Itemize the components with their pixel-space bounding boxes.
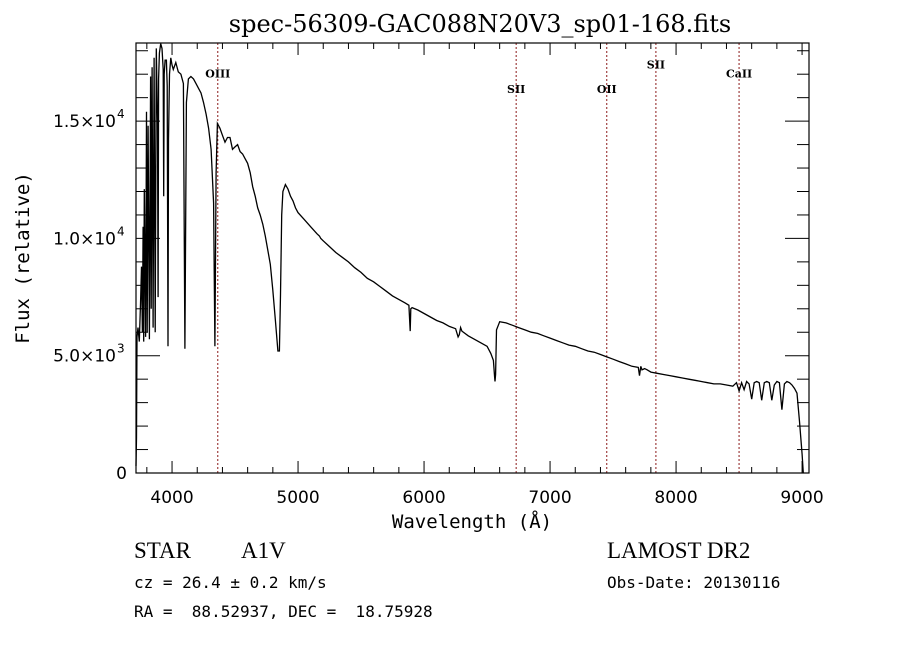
y-tick-label: 0: [116, 464, 127, 484]
y-tick-exponent: 3: [117, 342, 125, 356]
coordinates-readout: RA = 88.52937, DEC = 18.75928: [134, 602, 433, 621]
y-axis: 05.0×10 31.0×10 41.5×10 4: [53, 50, 809, 484]
line-marker-label: SII: [647, 58, 665, 71]
line-marker-label: OII: [597, 83, 617, 96]
x-tick-label: 5000: [276, 488, 319, 508]
y-tick-exponent: 4: [117, 107, 125, 121]
x-tick-label: 4000: [150, 488, 193, 508]
y-tick-exponent: 4: [117, 224, 125, 238]
observation-date: Obs-Date: 20130116: [607, 573, 781, 592]
y-tick-label: 1.0×10: [53, 229, 116, 249]
y-tick-label: 1.5×10: [53, 112, 116, 132]
series-line-spectrum: [135, 43, 804, 474]
plot-frame: [135, 42, 810, 474]
chart-title: spec-56309-GAC088N20V3_sp01-168.fits: [229, 10, 731, 38]
y-axis-label: Flux (relative): [12, 172, 34, 344]
y-tick-label: 5.0×10: [53, 347, 116, 367]
line-marker-label: SII: [507, 83, 525, 96]
x-tick-label: 8000: [654, 488, 697, 508]
survey-name: LAMOST DR2: [607, 538, 751, 563]
x-tick-label: 9000: [780, 488, 823, 508]
x-axis: 4000 5000 6000 7000 8000 9000: [146, 43, 824, 508]
object-class: STAR: [134, 538, 191, 563]
x-axis-label: Wavelength (Å): [392, 510, 552, 533]
line-marker-label: OIII: [205, 68, 230, 81]
x-tick-label: 6000: [402, 488, 445, 508]
x-tick-label: 7000: [528, 488, 571, 508]
emission-line-markers: OIII SII OII SII CaII: [205, 43, 752, 473]
spectral-subclass: A1V: [241, 538, 286, 563]
line-marker-label: CaII: [726, 68, 752, 81]
series-layer: [135, 43, 804, 474]
redshift-readout: cz = 26.4 ± 0.2 km/s: [134, 573, 327, 592]
